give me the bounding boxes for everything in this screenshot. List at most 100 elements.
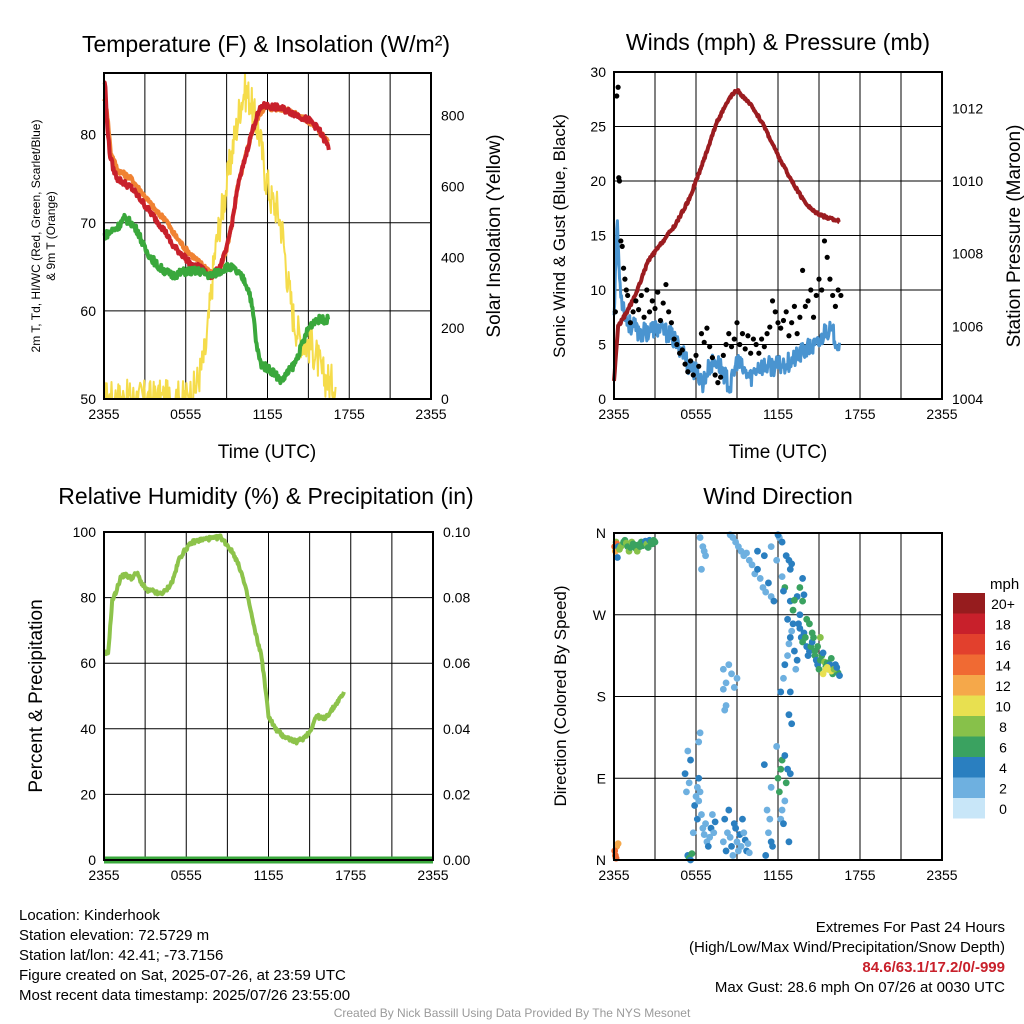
direction-point — [684, 747, 692, 755]
gust-point — [797, 314, 803, 320]
direction-point — [786, 688, 794, 696]
direction-point — [754, 547, 761, 555]
direction-point — [770, 597, 778, 605]
y-tick-label: 100 — [73, 524, 97, 540]
legend-label: 4 — [999, 760, 1007, 776]
x-tick-label: 1155 — [763, 406, 793, 422]
series-temp_9m — [102, 97, 331, 279]
gust-point — [750, 336, 757, 342]
direction-point — [788, 627, 796, 635]
direction-point — [780, 587, 787, 595]
gust-point — [690, 372, 696, 378]
gust-point — [726, 331, 732, 337]
gust-point — [649, 298, 655, 304]
speed-legend: 20+ 18 16 14 12 10 8 6 4 2 0 — [953, 593, 1015, 819]
direction-point — [725, 806, 733, 814]
legend-label: 20+ — [991, 596, 1015, 612]
direction-point — [814, 643, 822, 650]
extremes-info: Extremes For Past 24 Hours (High/Low/Max… — [689, 918, 1005, 998]
gust-point — [742, 346, 748, 352]
direction-point — [806, 620, 813, 628]
gust-point — [638, 292, 644, 299]
gust-point — [772, 309, 778, 315]
series-wind_speed — [612, 219, 841, 394]
temperature-panel: Temperature (F) & Insolation (W/m²) 2355… — [29, 31, 505, 463]
y2-tick-label: 0.00 — [443, 852, 470, 868]
gust-point — [802, 303, 808, 309]
y2-tick-label: 0.02 — [443, 786, 470, 802]
direction-point — [722, 847, 730, 855]
direction-point — [704, 842, 712, 850]
gust-point — [712, 372, 718, 378]
winds-title: Winds (mph) & Pressure (mb) — [626, 29, 930, 55]
gust-point — [835, 287, 841, 293]
gust-point — [794, 331, 800, 337]
legend-title: mph — [990, 576, 1019, 593]
direction-point — [784, 652, 791, 660]
direction-point — [800, 591, 808, 599]
gust-point — [644, 287, 650, 293]
gust-point — [641, 314, 647, 320]
direction-point — [695, 797, 703, 805]
direction-point — [737, 842, 745, 850]
direction-point — [773, 556, 781, 564]
gust-point — [627, 320, 634, 326]
direction-point — [778, 806, 786, 814]
direction-point — [785, 711, 793, 719]
direction-point — [729, 852, 737, 859]
direction-point — [733, 674, 741, 682]
legend-swatch — [953, 593, 985, 614]
direction-point — [786, 565, 794, 573]
direction-point — [785, 838, 793, 846]
gust-point — [816, 276, 822, 282]
y2-tick-label: 1012 — [952, 100, 983, 116]
gust-point — [838, 292, 844, 299]
direction-point — [796, 611, 804, 619]
y-tick-label: 20 — [80, 786, 96, 802]
direction-point — [728, 670, 735, 678]
direction-point — [815, 665, 823, 673]
direction-point — [739, 815, 746, 823]
temperature-series — [102, 72, 337, 400]
legend-swatch — [953, 634, 985, 655]
gust-point — [791, 303, 798, 309]
wind-direction-grid — [614, 532, 942, 861]
direction-point — [793, 656, 801, 664]
direction-point — [685, 779, 693, 787]
gust-point — [786, 333, 792, 339]
gust-point — [748, 350, 754, 356]
x-tick-label: 1155 — [253, 867, 283, 883]
humidity-grid — [104, 531, 433, 861]
direction-point — [719, 665, 727, 673]
direction-point — [796, 584, 804, 591]
gust-point — [701, 339, 707, 345]
gust-point — [685, 369, 691, 375]
gust-point — [761, 344, 767, 350]
direction-point — [760, 761, 768, 769]
direction-point — [722, 702, 730, 709]
direction-point — [808, 629, 816, 637]
gust-point — [636, 307, 642, 313]
y2-tick-label: 1008 — [952, 246, 983, 262]
y-tick-label: E — [597, 770, 606, 786]
direction-point — [791, 596, 798, 604]
direction-point — [766, 815, 774, 823]
y-tick-label: 20 — [590, 173, 606, 189]
direction-point — [765, 579, 772, 587]
gust-point — [821, 238, 828, 244]
winds-series — [612, 84, 844, 394]
direction-point — [765, 829, 772, 837]
direction-point — [754, 565, 761, 573]
winds-ylabel-right: Station Pressure (Maroon) — [1004, 125, 1024, 348]
direction-point — [763, 806, 771, 814]
winds-ticks: 2355 0555 1155 1755 235505101520253010041006… — [590, 64, 983, 422]
direction-point — [706, 833, 714, 841]
gust-point — [646, 309, 653, 315]
gust-point — [622, 276, 628, 282]
y-tick-label: 10 — [590, 282, 606, 298]
direction-point — [683, 788, 690, 796]
y2-tick-label: 200 — [441, 320, 465, 336]
x-tick-label: 1755 — [334, 406, 365, 422]
temperature-ticks: 2355 0555 1155 1755 235550607080020040060080… — [80, 108, 464, 422]
direction-point — [767, 783, 775, 791]
